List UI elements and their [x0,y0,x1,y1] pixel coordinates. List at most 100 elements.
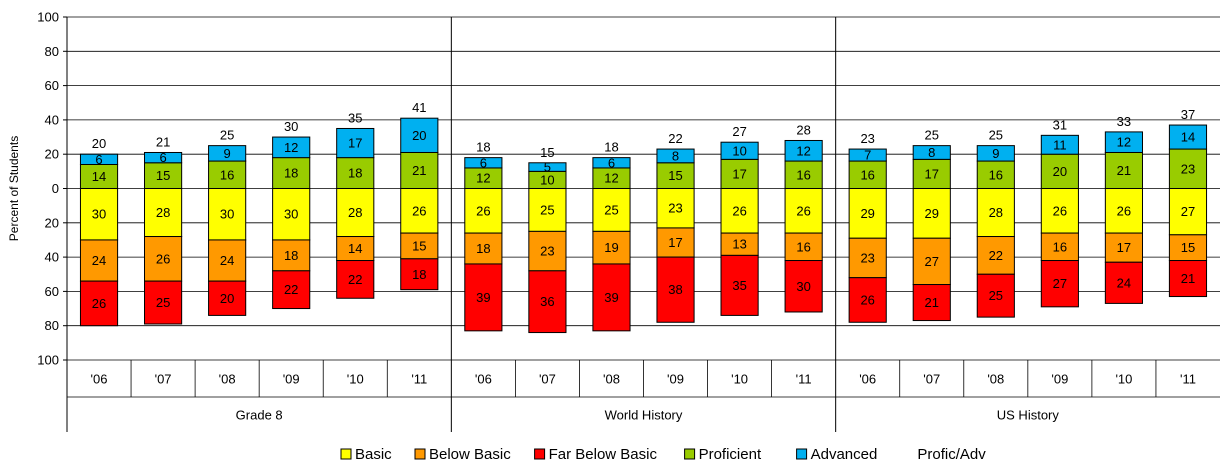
total-label: 31 [1053,117,1067,132]
data-label: 23 [1181,161,1195,176]
bar-segment [79,153,119,165]
x-tick-label: '06 [859,372,876,387]
legend-label: Below Basic [429,446,511,463]
data-label: 8 [928,145,935,160]
data-label: 30 [220,207,234,222]
data-label: 24 [1117,275,1131,290]
data-label: 15 [668,168,682,183]
x-tick-label: '07 [539,372,556,387]
y-tick-label: 80 [45,318,59,333]
bar-segment [784,260,823,313]
bar-segment [272,157,311,190]
data-label: 20 [1053,164,1067,179]
data-label: 28 [989,205,1003,220]
data-label: 28 [156,205,170,220]
data-label: 18 [284,248,298,263]
bar-segment [1168,124,1208,150]
data-label: 30 [796,279,810,294]
data-label: 17 [668,235,682,250]
total-label: 20 [92,136,106,151]
bar-segment [976,188,1015,238]
data-label: 7 [864,148,871,163]
bar-segment [272,188,311,241]
bar-segment [912,284,951,322]
data-label: 6 [159,150,166,165]
data-label: 26 [412,203,426,218]
legend-label: Basic [355,446,392,463]
bar-segment [144,280,183,325]
total-label: 18 [476,140,490,155]
legend-label: Proficient [699,446,762,463]
data-label: 17 [732,166,746,181]
data-label: 11 [1053,137,1067,152]
data-label: 24 [92,253,106,268]
bar-segment [1040,232,1079,262]
y-tick-label: 0 [52,181,59,196]
total-label: 22 [668,131,682,146]
bar-segment [592,263,631,332]
data-label: 25 [156,295,170,310]
data-label: 12 [604,171,618,186]
bar-segment [528,270,567,334]
x-tick-label: '07 [155,372,172,387]
data-label: 13 [732,237,746,252]
data-label: 15 [1181,240,1195,255]
total-label: 33 [1117,114,1131,129]
bar-segment [400,258,439,291]
bar-segment [720,254,759,316]
data-label: 30 [284,207,298,222]
legend-swatch [340,448,352,460]
group-label: Grade 8 [236,408,283,423]
data-labels: 3024261462028262515621302420169253018221… [92,100,1195,311]
x-tick-label: '06 [91,372,108,387]
data-label: 39 [476,290,490,305]
data-label: 12 [1117,135,1131,150]
bar-segment [208,188,247,241]
bar-segment [144,236,183,282]
data-label: 26 [860,292,874,307]
y-tick-label: 60 [45,78,59,93]
data-label: 27 [1181,204,1195,219]
bar-segment [272,270,311,310]
data-label: 14 [348,241,362,256]
y-tick-label: 60 [45,284,59,299]
data-label: 26 [732,203,746,218]
bar-segment [784,188,823,234]
data-label: 24 [220,253,234,268]
group-label: US History [997,408,1060,423]
data-label: 26 [92,296,106,311]
legend-label: Profic/Adv [917,446,986,463]
bar-segment [976,160,1015,189]
bar-segment [1040,134,1079,155]
data-label: 12 [284,140,298,155]
bar-segment [1040,260,1079,308]
bar-segment [528,162,567,172]
data-label: 16 [220,167,234,182]
y-tick-label: 20 [45,147,59,162]
bar-segment [272,239,311,272]
data-label: 22 [348,272,362,287]
x-tick-label: '11 [796,372,812,387]
total-label: 21 [156,134,170,149]
bar-segment [79,163,119,190]
total-label: 30 [284,119,298,134]
total-label: 25 [989,128,1003,143]
bar-segment [400,151,439,189]
bar-segment [1168,234,1208,262]
bar-segment [464,263,503,332]
total-label: 35 [348,110,362,125]
bar-segment [1168,188,1208,236]
bar-segment [912,145,951,160]
x-tick-label: '08 [603,372,620,387]
data-label: 26 [156,251,170,266]
data-label: 21 [412,163,426,178]
bar-segment [208,145,247,162]
bars [79,117,1208,334]
data-label: 36 [540,294,554,309]
bar-segment [1168,260,1208,298]
bar-segment [720,158,759,190]
x-tick-label: '06 [475,372,492,387]
bar-segment [208,160,247,189]
data-label: 15 [412,238,426,253]
